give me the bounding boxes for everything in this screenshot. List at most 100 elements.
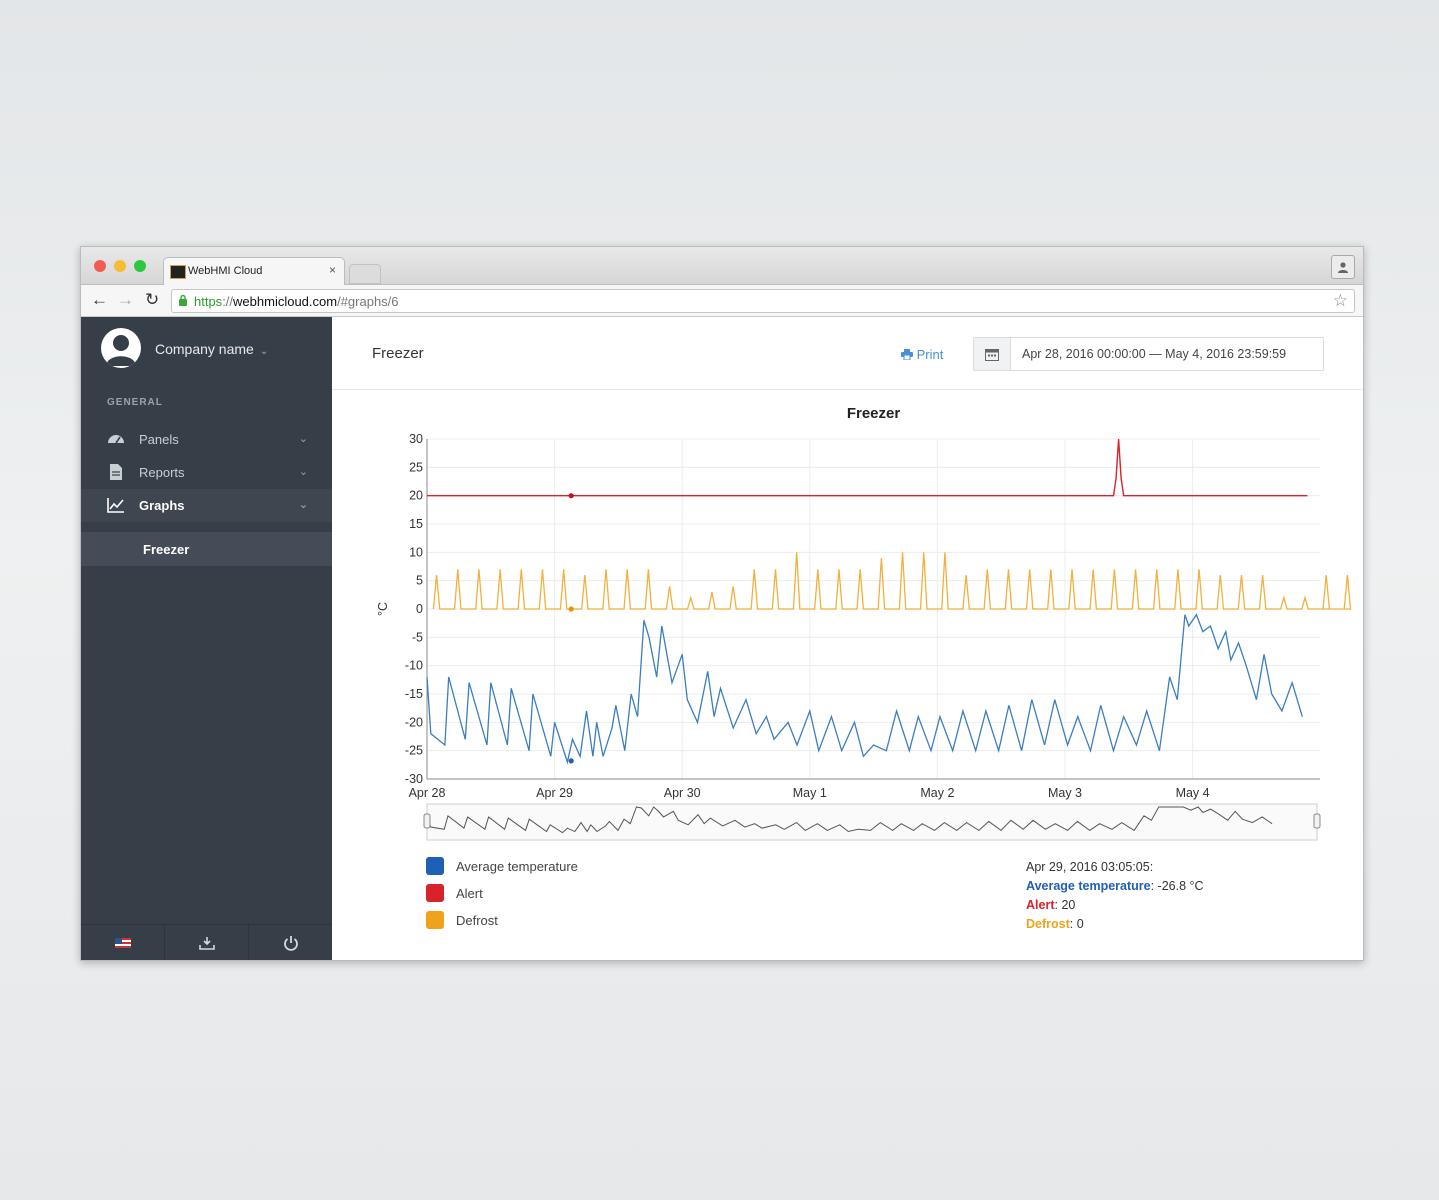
highlight-point: [568, 493, 574, 499]
avatar[interactable]: [101, 328, 141, 368]
sidebar-subitem-label: Freezer: [143, 542, 190, 557]
legend-swatch-defrost: [426, 911, 444, 929]
address-bar: ← → ↻ https://webhmicloud.com/#graphs/6 …: [81, 285, 1363, 317]
x-tick-label: Apr 29: [536, 786, 573, 800]
y-tick-label: 10: [409, 545, 423, 559]
tooltip-series-value: 0: [1076, 917, 1084, 931]
line-chart-icon: [107, 498, 124, 513]
minimize-window-button[interactable]: [114, 260, 126, 272]
back-arrow-icon[interactable]: ←: [91, 290, 108, 309]
page-title: Freezer: [372, 345, 424, 362]
reload-icon[interactable]: ↻: [145, 290, 160, 309]
navigator-area: [426, 803, 1318, 841]
y-tick-label: 25: [409, 460, 423, 474]
power-icon: [283, 936, 298, 951]
sidebar-item-graphs[interactable]: Graphs ⌄: [81, 489, 332, 522]
tooltip-series-name: Alert: [1026, 898, 1055, 912]
tooltip-row: Average temperature: -26.8 °C: [1026, 879, 1204, 893]
y-tick-label: -20: [405, 715, 423, 729]
printer-icon: [901, 349, 913, 361]
section-label: GENERAL: [107, 397, 163, 408]
y-tick-label: 20: [409, 489, 423, 503]
navigator-handle-left: [423, 813, 431, 829]
x-tick-label: May 4: [1176, 786, 1210, 800]
url-scheme: https: [194, 294, 223, 309]
x-tick-label: May 1: [793, 786, 827, 800]
browser-window: WebHMI Cloud × ← → ↻ https://webhmicloud…: [80, 246, 1364, 961]
tab-close-icon[interactable]: ×: [328, 263, 336, 277]
forward-arrow-icon[interactable]: →: [117, 290, 134, 309]
tooltip-series-name: Defrost: [1026, 917, 1070, 931]
date-range-picker[interactable]: Apr 28, 2016 00:00:00 — May 4, 2016 23:5…: [973, 337, 1324, 371]
highlight-point: [568, 758, 574, 764]
sidebar-item-label: Reports: [139, 465, 185, 480]
chart-title: Freezer: [847, 405, 901, 422]
sidebar-item-reports[interactable]: Reports ⌄: [81, 456, 332, 489]
flag-icon: [114, 938, 131, 949]
x-tick-label: Apr 28: [409, 786, 446, 800]
y-tick-label: 15: [409, 517, 423, 531]
tooltip-series-value: 20: [1061, 898, 1076, 912]
document-icon: [110, 464, 122, 480]
x-tick-label: Apr 30: [664, 786, 701, 800]
legend-label: Average temperature: [456, 859, 578, 874]
logout-button[interactable]: [249, 925, 332, 960]
sidebar-subitem-freezer[interactable]: Freezer: [81, 532, 332, 566]
print-button[interactable]: Print: [901, 347, 943, 362]
bookmark-star-icon[interactable]: ☆: [1332, 291, 1348, 310]
tooltip-row: Defrost: 0: [1026, 917, 1084, 931]
series-average-temperature-line: [426, 613, 1303, 765]
tooltip-time: Apr 29, 2016 03:05:05:: [1026, 860, 1154, 874]
new-tab-button[interactable]: [349, 264, 381, 284]
y-tick-label: 5: [416, 574, 423, 588]
chevron-down-icon: ⌄: [298, 499, 308, 511]
legend-swatch-alert: [426, 884, 444, 902]
company-name: Company name: [155, 341, 254, 357]
download-button[interactable]: [165, 925, 249, 960]
url-separator: ://: [222, 294, 234, 309]
y-tick-label: -25: [405, 744, 423, 758]
url-text: https://webhmicloud.com/#graphs/6: [194, 294, 399, 309]
sidebar-footer: [81, 924, 332, 960]
navigator-line: [426, 806, 1273, 834]
url-input[interactable]: https://webhmicloud.com/#graphs/6 ☆: [171, 289, 1355, 313]
y-tick-label: -10: [405, 659, 423, 673]
chevron-down-icon: ⌄: [259, 346, 269, 357]
tooltip-row: Alert: 20: [1026, 898, 1076, 912]
legend-label: Defrost: [456, 913, 498, 928]
tooltip-series-name: Average temperature: [1026, 879, 1151, 893]
sidebar: Company name ⌄ GENERAL Panels ⌄ Reports ⌄: [81, 317, 332, 960]
x-tick-label: May 2: [920, 786, 954, 800]
url-path: /#graphs/6: [337, 294, 399, 309]
calendar-button[interactable]: [974, 338, 1011, 370]
sidebar-item-label: Panels: [139, 432, 179, 447]
y-tick-label: 30: [409, 432, 423, 446]
freezer-chart[interactable]: Freezer302520151050-5-10-15-20-25-30Apr …: [332, 389, 1362, 859]
lock-icon: [179, 294, 187, 306]
date-range-text: Apr 28, 2016 00:00:00 — May 4, 2016 23:5…: [1022, 347, 1287, 361]
x-tick-label: May 3: [1048, 786, 1082, 800]
browser-tab[interactable]: WebHMI Cloud ×: [163, 257, 345, 285]
chevron-down-icon: ⌄: [298, 433, 308, 445]
maximize-window-button[interactable]: [134, 260, 146, 272]
close-window-button[interactable]: [94, 260, 106, 272]
url-host: webhmicloud.com: [233, 294, 338, 309]
main-header: Freezer Print Apr 28, 2016 00:00:00 — Ma…: [332, 317, 1363, 390]
print-label: Print: [916, 347, 944, 362]
company-selector[interactable]: Company name ⌄: [155, 341, 268, 357]
tab-title: WebHMI Cloud: [188, 265, 263, 277]
profile-icon[interactable]: [1331, 255, 1355, 279]
sidebar-item-label: Graphs: [139, 498, 185, 513]
chevron-down-icon: ⌄: [298, 466, 308, 478]
dashboard-icon: [108, 435, 124, 444]
language-button[interactable]: [81, 925, 165, 960]
navigator-handle-right: [1313, 813, 1321, 829]
y-tick-label: 0: [416, 602, 423, 616]
sidebar-item-panels[interactable]: Panels ⌄: [81, 423, 332, 456]
app: Company name ⌄ GENERAL Panels ⌄ Reports ⌄: [81, 317, 1363, 960]
calendar-icon: [985, 349, 999, 361]
y-axis-label: °C: [376, 602, 390, 616]
y-tick-label: -30: [405, 772, 423, 786]
legend-swatch-average-temperature: [426, 857, 444, 875]
browser-titlebar: WebHMI Cloud ×: [81, 247, 1363, 285]
